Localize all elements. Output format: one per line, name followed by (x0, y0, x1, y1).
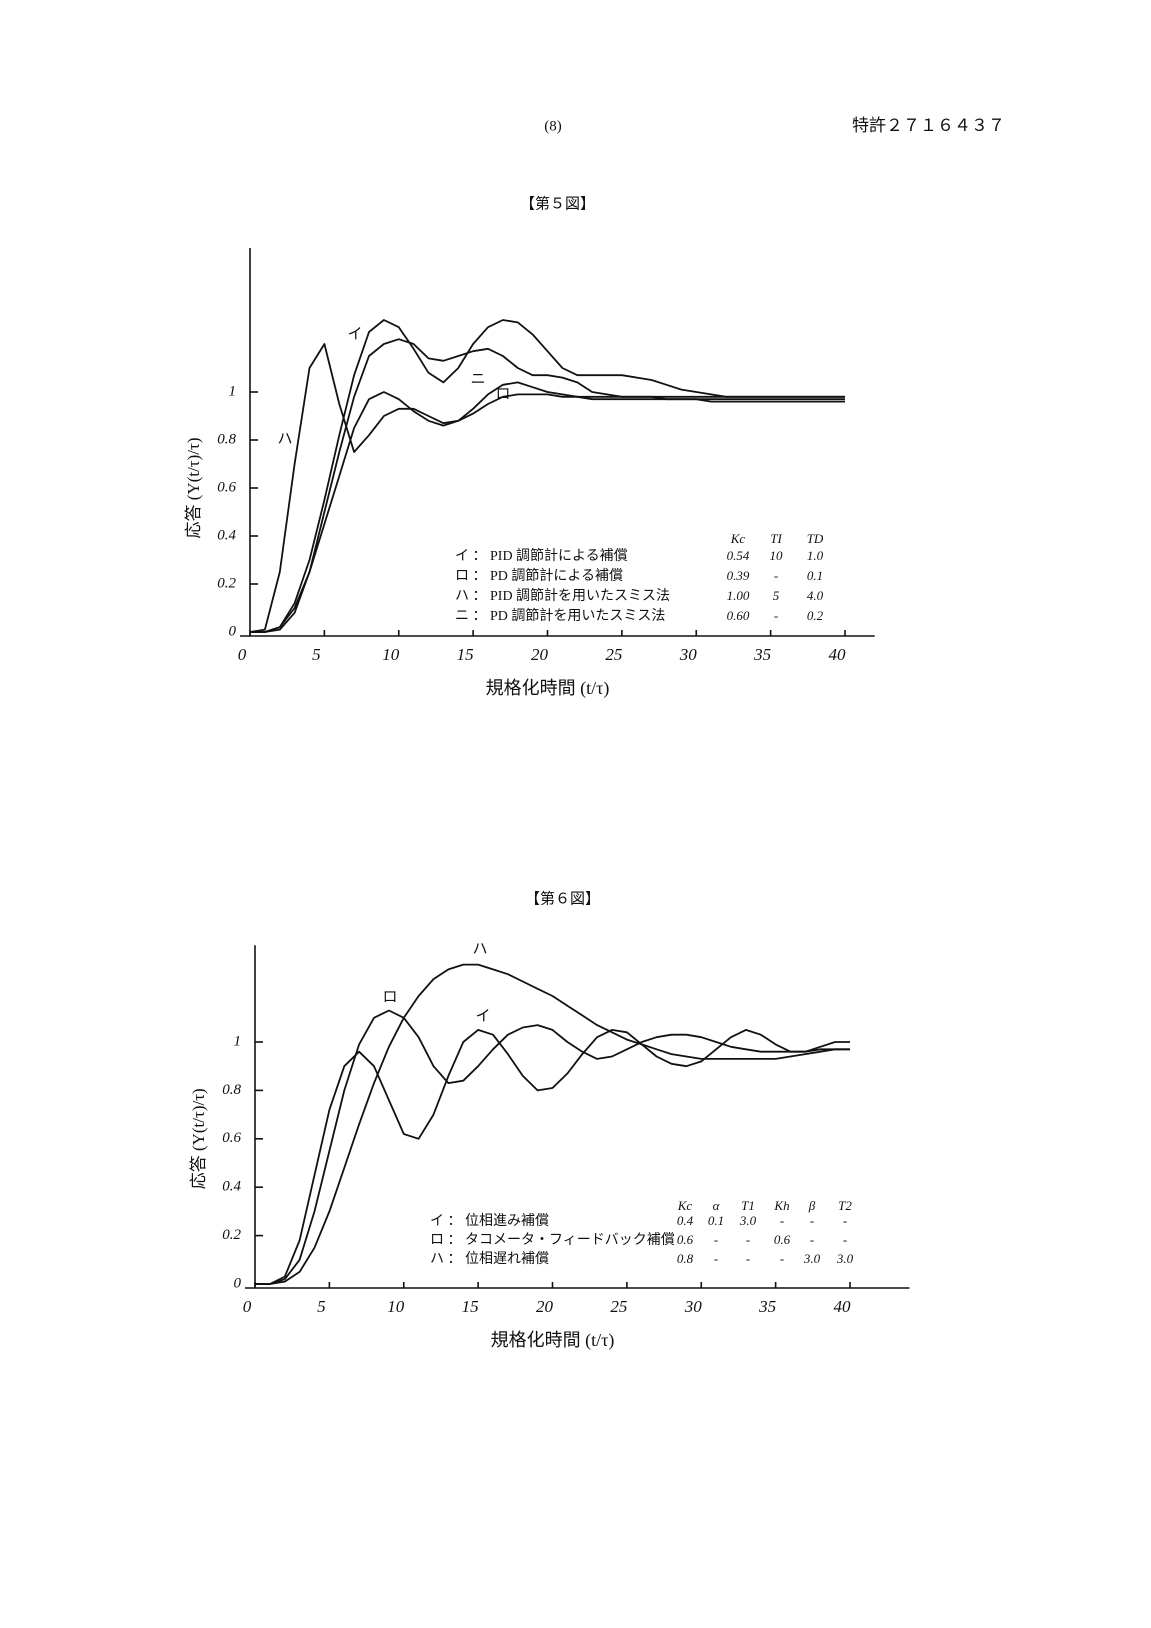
legend-cell: - (780, 1251, 784, 1266)
legend-column-header: Kc (677, 1198, 693, 1213)
y-tick-label: 0.2 (222, 1227, 241, 1243)
y-tick-label: 0.4 (217, 527, 236, 543)
response-curve (255, 1009, 850, 1285)
curve-label: ハ (472, 941, 487, 957)
x-tick-label: 0 (243, 1297, 252, 1316)
x-tick-label: 5 (317, 1297, 326, 1316)
legend-cell: 10 (770, 548, 784, 563)
legend-cell: - (774, 568, 778, 583)
patent-number: 特許２７１６４３７ (852, 116, 1005, 135)
y-tick-label: 0.8 (222, 1082, 241, 1098)
x-tick-label: 10 (382, 645, 400, 664)
legend-cell: 4.0 (807, 588, 824, 603)
curve-label: ハ (277, 431, 292, 447)
legend-cell: 0.2 (807, 608, 824, 623)
legend-cell: 0.6 (677, 1232, 694, 1247)
legend-cell: 0.39 (727, 568, 750, 583)
x-axis-label: 規格化時間 (t/τ) (486, 678, 610, 699)
legend-cell: 3.0 (836, 1251, 854, 1266)
legend-cell: 0.6 (774, 1232, 791, 1247)
response-curve (249, 343, 845, 633)
figure-caption: 【第５図】 (520, 194, 595, 212)
legend-cell: - (810, 1213, 814, 1228)
y-axis-label: 応答 (Y(t/τ)/τ) (189, 1088, 208, 1189)
y-tick-label: 0 (234, 1275, 242, 1291)
response-curve (255, 1029, 850, 1285)
legend-column-header: TI (770, 531, 782, 546)
x-tick-label: 10 (387, 1297, 405, 1316)
legend-column-header: α (713, 1198, 721, 1213)
legend-column-header: T2 (838, 1198, 852, 1213)
figure-caption: 【第６図】 (525, 889, 600, 907)
legend-cell: - (780, 1213, 784, 1228)
legend-cell: 1.00 (727, 588, 750, 603)
y-tick-label: 0.6 (217, 479, 236, 495)
x-tick-label: 30 (684, 1297, 703, 1316)
legend-column-header: TD (807, 531, 824, 546)
legend-cell: 0.1 (807, 568, 823, 583)
legend-cell: - (843, 1232, 847, 1247)
legend-cell: 0.60 (727, 608, 750, 623)
page-number: (8) (544, 118, 562, 134)
legend-cell: 3.0 (803, 1251, 821, 1266)
x-tick-label: 40 (829, 645, 847, 664)
x-tick-label: 20 (536, 1297, 554, 1316)
legend-column-header: Kc (730, 531, 746, 546)
legend-cell: 5 (773, 588, 780, 603)
curve-label: ニ (470, 371, 485, 387)
x-tick-label: 30 (679, 645, 698, 664)
legend-cell: 0.4 (677, 1213, 694, 1228)
legend-label: ハ ： PID 調節計を用いたスミス法 (455, 587, 670, 604)
legend-column-header: Kh (773, 1198, 789, 1213)
x-tick-label: 15 (457, 645, 474, 664)
legend-label: ニ ： PD 調節計を用いたスミス法 (455, 607, 665, 624)
y-tick-label: 0.8 (217, 431, 236, 447)
response-curve (255, 963, 850, 1285)
legend-cell: - (714, 1251, 718, 1266)
legend-cell: - (774, 608, 778, 623)
x-tick-label: 5 (312, 645, 321, 664)
legend-cell: 0.54 (727, 548, 750, 563)
x-tick-label: 20 (531, 645, 549, 664)
x-tick-label: 40 (834, 1297, 852, 1316)
y-tick-label: 1 (234, 1033, 242, 1049)
legend-column-header: β (808, 1198, 816, 1213)
curve-label: イ (475, 1008, 490, 1024)
legend-column-header: T1 (741, 1198, 755, 1213)
curve-label: イ (347, 326, 362, 342)
curve-label: ロ (382, 989, 397, 1005)
legend-cell: 0.1 (708, 1213, 724, 1228)
legend-label: ロ ： タコメータ・フィードバック補償 (430, 1232, 675, 1248)
x-axis-label: 規格化時間 (t/τ) (491, 1330, 615, 1351)
legend-cell: 3.0 (739, 1213, 757, 1228)
y-tick-label: 0.6 (222, 1130, 241, 1146)
legend-cell: - (810, 1232, 814, 1247)
y-tick-label: 0.2 (217, 575, 236, 591)
response-curve (250, 381, 845, 633)
legend-label: イ ： PID 調節計による補償 (455, 547, 628, 564)
x-tick-label: 35 (753, 645, 771, 664)
legend-cell: 1.0 (807, 548, 824, 563)
x-tick-label: 15 (462, 1297, 479, 1316)
x-tick-label: 0 (238, 645, 247, 664)
legend-label: ロ ： PD 調節計による補償 (455, 567, 623, 584)
legend-cell: - (843, 1213, 847, 1228)
response-curve (250, 338, 845, 633)
legend-cell: 0.8 (677, 1251, 694, 1266)
legend-cell: - (714, 1232, 718, 1247)
y-tick-label: 1 (229, 383, 237, 399)
x-tick-label: 25 (610, 1297, 627, 1316)
legend-label: ハ ： 位相遅れ補償 (430, 1251, 549, 1267)
legend-cell: - (746, 1251, 750, 1266)
y-tick-label: 0 (229, 623, 237, 639)
y-axis-label: 応答 (Y(t/τ)/τ) (184, 437, 203, 538)
y-tick-label: 0.4 (222, 1179, 241, 1195)
legend-label: イ ： 位相進み補償 (430, 1213, 549, 1229)
x-tick-label: 25 (605, 645, 622, 664)
x-tick-label: 35 (758, 1297, 776, 1316)
legend-cell: - (746, 1232, 750, 1247)
